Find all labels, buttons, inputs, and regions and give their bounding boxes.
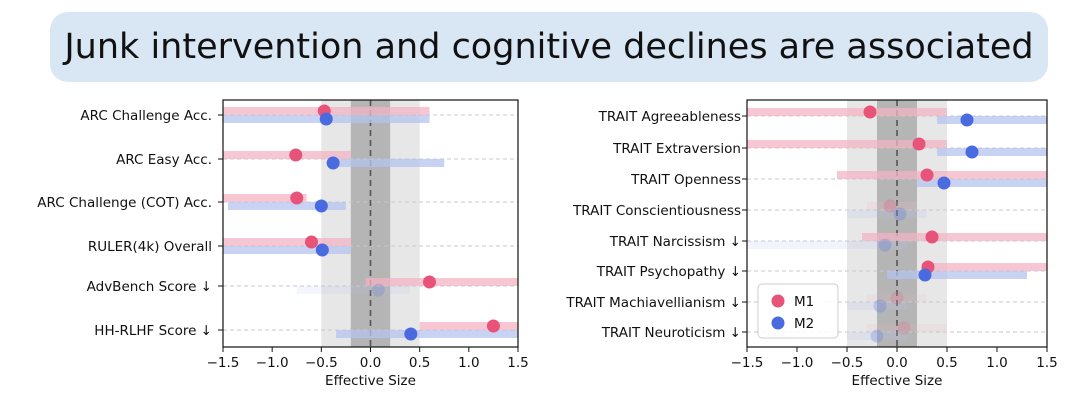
- right-m1-point-0: [863, 105, 877, 119]
- left-xtick-label-6: 1.5: [507, 355, 528, 371]
- right-m2-band-6: [847, 302, 907, 310]
- left-category-label-2: ARC Challenge (COT) Acc.: [37, 195, 212, 211]
- left-m2-point-1: [326, 156, 340, 170]
- right-m1-band-6: [867, 294, 927, 302]
- right-m1-point-2: [920, 168, 934, 182]
- right-m1-point-7: [897, 321, 911, 335]
- right-chart: TRAIT Agreeableness TRAIT Extraversion TRA…: [565, 99, 1058, 389]
- right-xtick-label-1: −1.0: [781, 355, 814, 371]
- right-m1-band-5: [922, 263, 1047, 271]
- right-m1-point-6: [890, 291, 904, 305]
- left-m2-band-1: [331, 159, 445, 167]
- right-m1-band-4: [862, 233, 1047, 241]
- right-m1-point-4: [925, 230, 939, 244]
- left-chart: ARC Challenge Acc. ARC Easy Acc. ARC Chall…: [37, 99, 529, 389]
- left-category-label-1: ARC Easy Acc.: [116, 152, 212, 168]
- right-category-label-2: TRAIT Openness: [630, 172, 741, 188]
- right-m2-band-5: [887, 271, 1027, 279]
- right-category-label-6: TRAIT Machiavellianism ↓: [565, 295, 741, 311]
- right-xaxis-label: Effective Size: [852, 373, 943, 389]
- right-category-label-0: TRAIT Agreeableness: [598, 109, 741, 125]
- right-category-label-1: TRAIT Extraversion: [612, 141, 741, 157]
- left-m2-band-5: [336, 330, 518, 338]
- left-m1-band-5: [419, 322, 518, 330]
- right-m1-band-1: [747, 140, 947, 148]
- left-category-label-5: HH-RLHF Score ↓: [94, 323, 212, 339]
- right-m2-band-0: [937, 116, 1047, 124]
- right-m2-point-5: [918, 268, 932, 282]
- left-m1-point-4: [423, 275, 436, 289]
- left-xtick-label-3: 0.0: [360, 355, 381, 371]
- right-m2-point-1: [965, 145, 979, 159]
- left-m2-band-2: [227, 202, 346, 210]
- left-m2-band-4: [296, 286, 410, 294]
- left-xtick-label-5: 1.0: [458, 355, 479, 371]
- left-category-label-0: ARC Challenge Acc.: [80, 108, 212, 124]
- left-xtick-label-4: 0.5: [409, 355, 430, 371]
- right-m2-point-4: [878, 238, 892, 252]
- right-xtick-label-6: 1.5: [1036, 355, 1057, 371]
- left-m1-band-1: [223, 151, 351, 159]
- left-m2-point-3: [315, 243, 329, 257]
- left-xtick-label-0: −1.5: [207, 355, 240, 371]
- right-xtick-label-5: 1.0: [986, 355, 1007, 371]
- right-m2-band-4: [747, 241, 907, 249]
- left-m1-point-1: [289, 148, 303, 162]
- left-m2-point-0: [319, 112, 333, 126]
- banner-title: Junk intervention and cognitive declines…: [64, 27, 1034, 67]
- right-xtick-label-0: −1.5: [731, 355, 764, 371]
- left-xtick-label-2: −0.5: [305, 355, 338, 371]
- right-m2-band-1: [937, 148, 1047, 156]
- left-m1-band-3: [223, 238, 351, 246]
- right-m2-point-3: [893, 207, 907, 221]
- right-xtick-label-4: 0.5: [936, 355, 957, 371]
- right-m2-band-7: [847, 332, 907, 340]
- right-legend-marker-m2: [771, 316, 785, 330]
- right-category-label-7: TRAIT Neuroticism ↓: [601, 325, 741, 341]
- right-m2-band-2: [917, 179, 1047, 187]
- left-category-label-4: AdvBench Score ↓: [87, 279, 212, 295]
- right-m1-point-1: [912, 137, 926, 151]
- left-m2-point-5: [404, 327, 418, 341]
- left-m1-point-3: [305, 235, 318, 249]
- right-m2-point-2: [937, 176, 951, 190]
- right-m2-band-3: [847, 210, 927, 218]
- right-m1-band-3: [867, 202, 917, 210]
- right-m2-point-0: [960, 113, 974, 127]
- right-xtick-label-2: −0.5: [831, 355, 864, 371]
- right-legend-label-m2: M2: [794, 316, 814, 332]
- left-xaxis-label: Effective Size: [325, 373, 416, 389]
- right-legend-marker-m1: [771, 294, 785, 308]
- right-category-label-4: TRAIT Narcissism ↓: [609, 234, 741, 250]
- right-m2-point-7: [870, 329, 884, 343]
- left-m2-band-3: [223, 246, 351, 254]
- right-category-label-5: TRAIT Psychopathy ↓: [596, 264, 741, 280]
- right-m1-point-3: [883, 199, 897, 213]
- right-xtick-label-3: 0.0: [886, 355, 907, 371]
- left-m2-point-2: [314, 199, 328, 213]
- left-xtick-label-1: −1.0: [256, 355, 289, 371]
- left-m1-band-4: [365, 278, 518, 286]
- right-category-label-3: TRAIT Conscientiousness: [572, 203, 741, 219]
- right-m1-band-2: [837, 171, 1047, 179]
- left-m1-point-2: [290, 191, 304, 205]
- right-m2-point-6: [873, 299, 887, 313]
- left-m1-band-2: [223, 194, 307, 202]
- left-m2-point-4: [371, 283, 385, 297]
- right-m1-band-0: [747, 108, 947, 116]
- title-banner: Junk intervention and cognitive declines…: [50, 12, 1048, 82]
- right-legend-label-m1: M1: [794, 294, 814, 310]
- left-category-label-3: RULER(4k) Overall: [88, 239, 212, 255]
- left-m1-point-5: [486, 319, 500, 333]
- right-m1-band-7: [867, 324, 947, 332]
